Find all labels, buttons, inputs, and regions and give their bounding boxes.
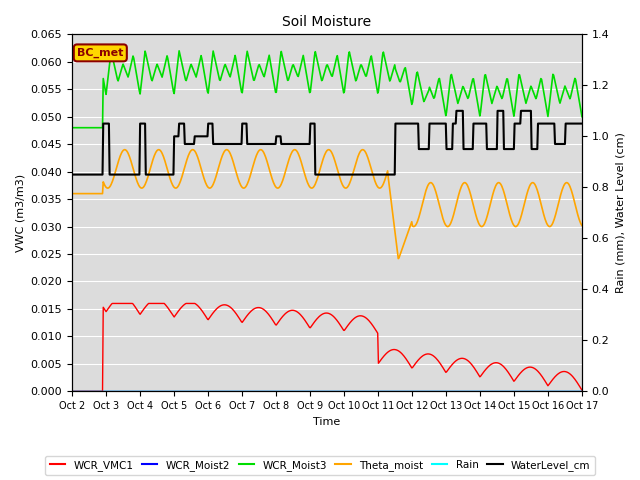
Theta_moist [77,191,85,196]
WaterLevel_cm [209,120,216,126]
WaterLevel_cm [68,172,76,178]
WCR_VMC1 [182,300,190,306]
X-axis label: Time: Time [314,417,340,427]
Rain [578,388,586,394]
WCR_Moist2 [388,388,396,394]
WCR_Moist3 [182,78,190,84]
Theta_moist [578,223,586,228]
Line: Theta_moist: Theta_moist [72,150,582,259]
WaterLevel_cm [130,172,138,178]
Y-axis label: Rain (mm), Water Level (cm): Rain (mm), Water Level (cm) [615,132,625,293]
Theta_moist [394,256,402,262]
WCR_Moist3 [175,48,183,54]
WCR_Moist3 [68,125,76,131]
WCR_VMC1 [578,387,586,393]
WaterLevel_cm [77,172,85,178]
Line: WCR_VMC1: WCR_VMC1 [72,303,582,391]
Y-axis label: VWC (m3/m3): VWC (m3/m3) [15,174,25,252]
WCR_Moist2 [578,388,586,394]
WCR_VMC1 [209,310,217,316]
Title: Soil Moisture: Soil Moisture [282,15,372,29]
WCR_VMC1 [390,347,397,352]
Theta_moist [130,168,138,174]
WCR_Moist2 [77,388,85,394]
Theta_moist [405,227,413,233]
Line: WCR_Moist3: WCR_Moist3 [72,51,582,128]
Rain [209,388,216,394]
WCR_VMC1 [404,359,412,365]
Rain [388,388,396,394]
WCR_VMC1 [131,303,138,309]
WCR_Moist3 [390,67,397,72]
WaterLevel_cm [388,172,396,178]
WCR_Moist3 [578,114,586,120]
Theta_moist [390,216,397,221]
WaterLevel_cm [578,120,586,126]
Text: BC_met: BC_met [77,48,124,58]
Theta_moist [182,161,189,167]
Rain [404,388,412,394]
WaterLevel_cm [182,141,189,147]
Theta_moist [257,147,264,153]
Legend: WCR_VMC1, WCR_Moist2, WCR_Moist3, Theta_moist, Rain, WaterLevel_cm: WCR_VMC1, WCR_Moist2, WCR_Moist3, Theta_… [45,456,595,475]
Theta_moist [209,183,216,189]
WCR_Moist3 [130,55,138,61]
Rain [182,388,189,394]
Rain [130,388,138,394]
WCR_VMC1 [68,388,76,394]
Rain [68,388,76,394]
WCR_Moist2 [182,388,189,394]
Line: WaterLevel_cm: WaterLevel_cm [72,111,582,175]
WaterLevel_cm [404,120,412,126]
Rain [77,388,85,394]
WCR_VMC1 [77,388,85,394]
WCR_VMC1 [109,300,116,306]
WCR_Moist2 [130,388,138,394]
WCR_Moist3 [209,48,217,54]
WCR_Moist2 [68,388,76,394]
WCR_Moist2 [209,388,216,394]
WaterLevel_cm [452,108,460,114]
WCR_Moist2 [404,388,412,394]
WCR_Moist3 [77,125,85,131]
WCR_Moist3 [404,81,412,87]
Theta_moist [68,191,76,196]
